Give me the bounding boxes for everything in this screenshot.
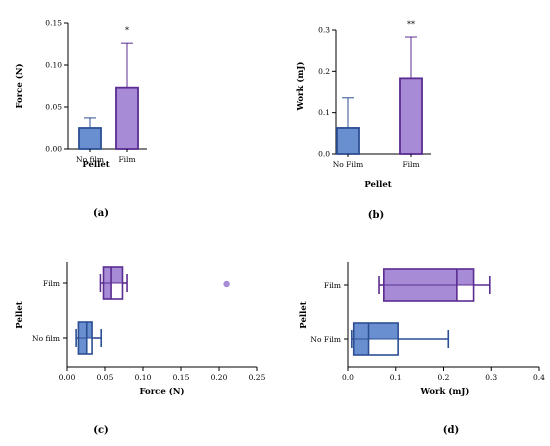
x-tick-label: 0.2 [438, 373, 450, 382]
box-fill-upper [86, 322, 93, 338]
y-tick-label: No film [32, 334, 60, 343]
bar [78, 127, 102, 150]
box-fill-upper-left [78, 322, 87, 338]
y-axis-title: Pellet [299, 301, 309, 328]
panel-d-box-plot: 0.0 0.1 0.2 0.3 0.4 Film No Film Work (mJ) Pelle… [299, 262, 545, 436]
x-tick-label: Film [402, 160, 419, 169]
x-tick-label: No film [76, 155, 104, 164]
box-fill-upper [456, 269, 474, 285]
y-tick-label: 0.15 [45, 19, 62, 28]
y-tick-label: 0.1 [318, 108, 330, 117]
x-axis-title: Force (N) [139, 386, 184, 397]
box-fill-lower [103, 283, 112, 299]
bar [399, 77, 423, 155]
x-tick-label: 0.4 [533, 373, 545, 382]
bar [115, 86, 139, 150]
significance-marker: * [125, 26, 129, 35]
y-tick-label: 0.3 [318, 26, 330, 35]
significance-marker: ** [407, 20, 415, 29]
y-tick-label: Film [324, 281, 341, 290]
y-axis-title: Pellet [15, 301, 25, 328]
box-fill-upper-left [103, 267, 112, 283]
box-fill-upper-left [383, 269, 457, 285]
y-tick-label: 0.00 [45, 145, 62, 154]
panel-label: (b) [368, 210, 384, 221]
x-axis-title: Work (mJ) [420, 386, 470, 397]
panel-b-bar-chart: 0.0 0.1 0.2 0.3 No Film ** Film Pellet Work (mJ)… [295, 20, 431, 221]
box-fill-lower [353, 339, 369, 355]
box-fill-upper-left [353, 323, 369, 339]
box-fill-lower [383, 285, 457, 301]
box-fill-lower [78, 338, 87, 354]
y-axis-title: Work (mJ) [295, 62, 306, 112]
x-axis-title: Pellet [82, 160, 109, 170]
x-tick-label: 0.25 [249, 373, 266, 382]
panel-label: (a) [93, 208, 109, 219]
x-tick-label: 0.1 [390, 373, 402, 382]
box-fill-upper [368, 323, 399, 339]
box-fill-upper [111, 267, 123, 283]
x-tick-label: 0.20 [211, 373, 228, 382]
panel-label: (c) [93, 425, 109, 436]
x-tick-label: Film [118, 155, 135, 164]
bar [336, 127, 360, 155]
y-tick-label: No Film [310, 335, 341, 344]
y-tick-label: 0.10 [45, 61, 62, 70]
y-axis-title: Force (N) [14, 63, 25, 108]
x-tick-label: 0.00 [59, 373, 76, 382]
x-axis-title: Pellet [364, 180, 391, 190]
outlier-point [223, 280, 230, 288]
panel-a-bar-chart: 0.00 0.05 0.10 0.15 No film * Film Pellet Force … [14, 19, 147, 219]
y-tick-label: 0.05 [45, 103, 62, 112]
y-tick-label: 0.2 [318, 67, 330, 76]
panel-label: (d) [443, 425, 459, 436]
y-tick-label: Film [43, 279, 60, 288]
y-tick-label: 0.0 [318, 150, 330, 159]
x-tick-label: No Film [333, 160, 364, 169]
x-tick-label: 0.15 [173, 373, 190, 382]
panel-c-box-plot: 0.00 0.05 0.10 0.15 0.20 0.25 Film No film Force… [15, 262, 266, 436]
x-tick-label: 0.05 [97, 373, 114, 382]
x-tick-label: 0.3 [485, 373, 497, 382]
x-tick-label: 0.10 [135, 373, 152, 382]
x-tick-label: 0.0 [342, 373, 354, 382]
